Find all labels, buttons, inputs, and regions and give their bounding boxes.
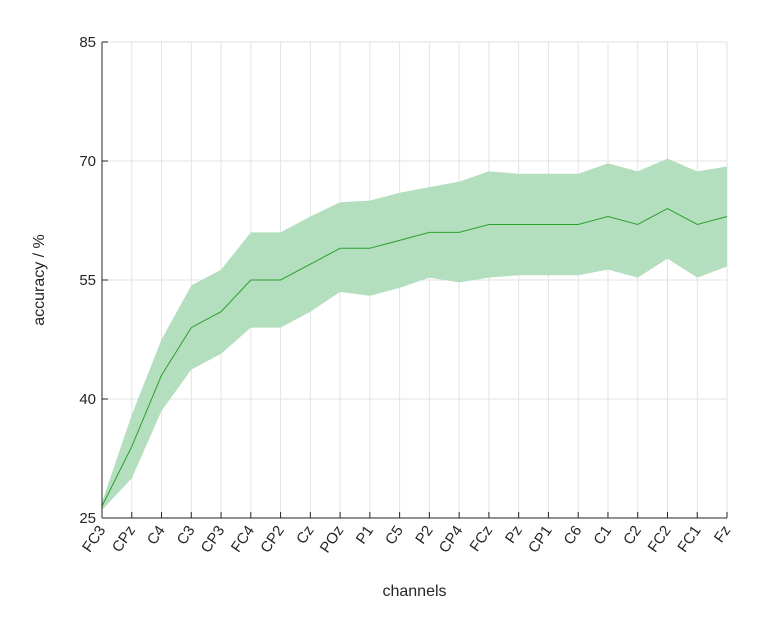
x-tick-label: CP4 bbox=[436, 523, 467, 557]
accuracy-line bbox=[101, 208, 728, 507]
y-tick-label: 55 bbox=[79, 272, 96, 289]
x-tick-label: C1 bbox=[590, 523, 615, 548]
x-tick-label: CP2 bbox=[257, 523, 288, 557]
y-tick-label: 40 bbox=[79, 391, 96, 408]
x-tick-label: C3 bbox=[174, 523, 199, 548]
x-axis-label: channels bbox=[382, 583, 446, 600]
x-tick-label: P1 bbox=[353, 523, 377, 548]
x-tick-label: P2 bbox=[412, 523, 436, 548]
x-tick-label: FCz bbox=[466, 523, 496, 555]
x-tick-label: FC2 bbox=[645, 523, 675, 556]
x-tick-label: FC3 bbox=[79, 523, 109, 556]
x-tick-label: C5 bbox=[382, 523, 407, 548]
x-tick-label: Fz bbox=[711, 523, 734, 546]
x-tick-label: C6 bbox=[561, 523, 586, 548]
axes bbox=[101, 41, 728, 519]
x-tick-label: CPz bbox=[109, 523, 139, 556]
y-axis-label: accuracy / % bbox=[31, 234, 48, 326]
y-tick-label: 25 bbox=[79, 510, 96, 527]
x-tick-label: C4 bbox=[144, 523, 169, 548]
x-tick-label: C2 bbox=[620, 523, 645, 548]
x-tick-label: FC4 bbox=[228, 523, 258, 556]
y-tick-label: 70 bbox=[79, 153, 96, 170]
y-tick-label: 85 bbox=[79, 34, 96, 51]
x-tick-label: CP3 bbox=[198, 523, 229, 557]
x-tick-label: Cz bbox=[293, 523, 317, 548]
x-tick-label: Pz bbox=[502, 523, 526, 547]
x-tick-label: CP1 bbox=[525, 523, 556, 557]
x-tick-label: POz bbox=[317, 523, 348, 557]
confidence-band bbox=[102, 158, 727, 511]
x-tick-label: FC1 bbox=[674, 523, 704, 556]
